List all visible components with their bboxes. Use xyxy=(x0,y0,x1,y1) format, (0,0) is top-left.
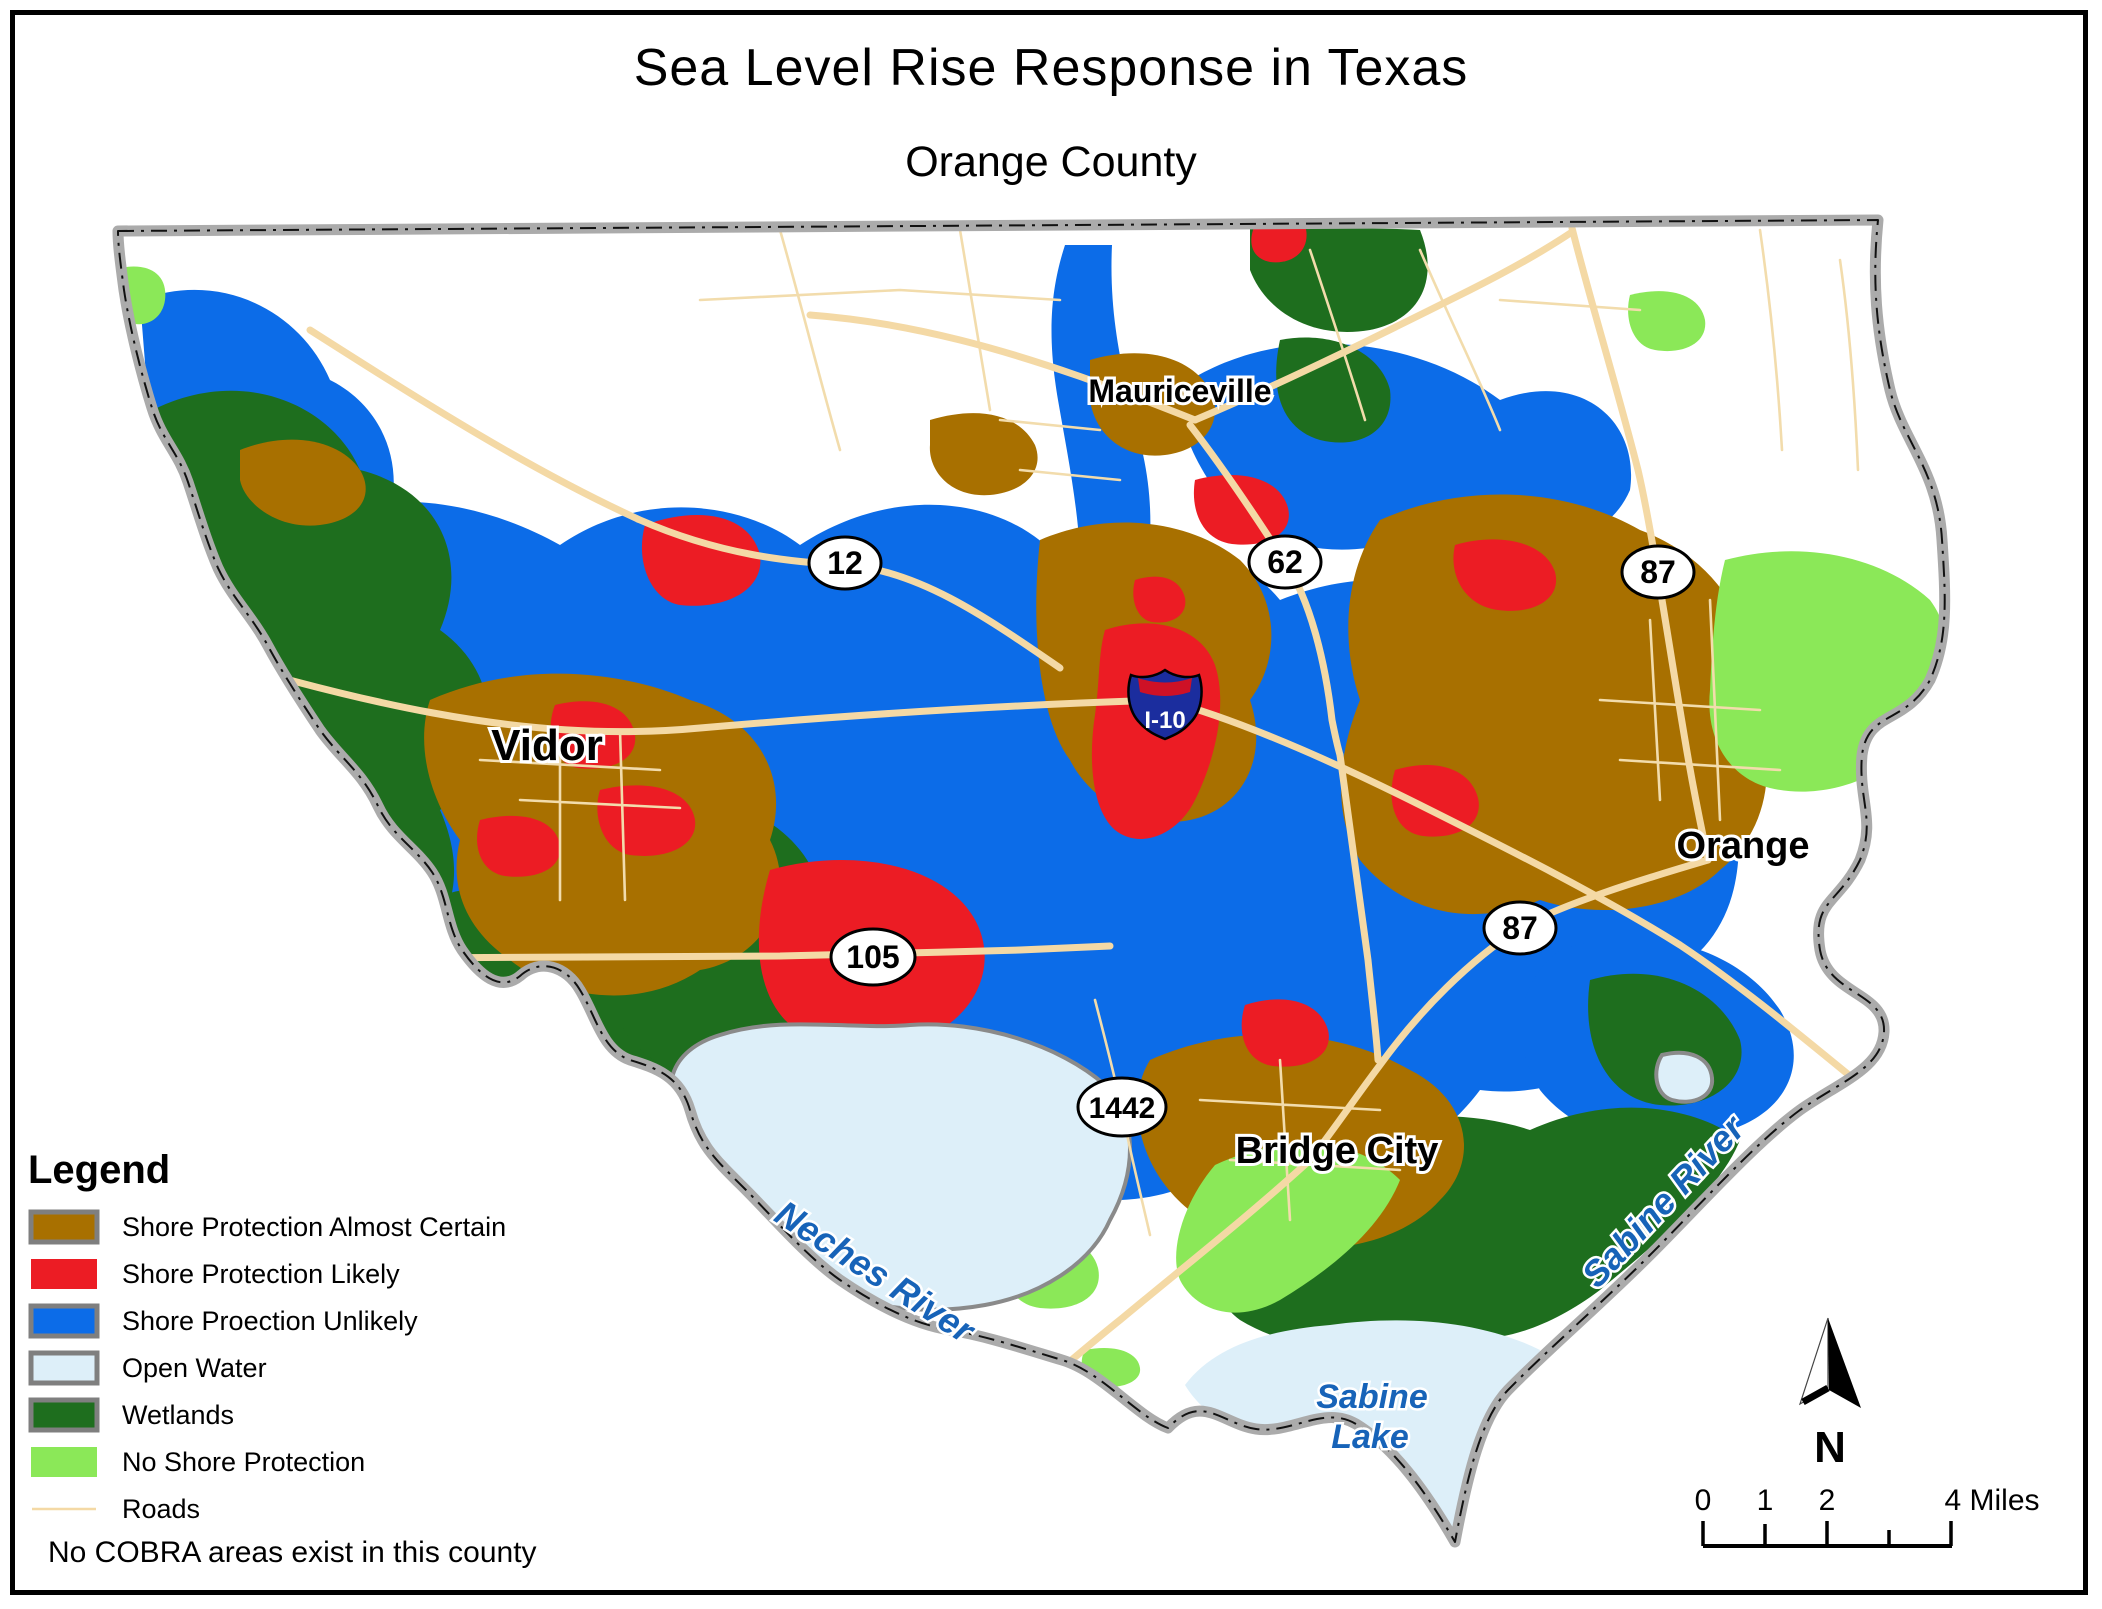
city-label-bridge-city: Bridge City xyxy=(1236,1130,1439,1172)
scale-tick-0: 0 xyxy=(1695,1484,1712,1517)
city-label-mauriceville: Mauriceville xyxy=(1088,373,1271,409)
county-boundary xyxy=(112,214,1951,1548)
legend-swatch-open-water-icon xyxy=(28,1350,100,1386)
legend-swatch-likely-icon xyxy=(31,1259,97,1289)
legend-item-roads: Roads xyxy=(28,1491,568,1527)
svg-text:87: 87 xyxy=(1502,910,1538,946)
lake-label-sabine-line1: Sabine xyxy=(1316,1378,1427,1416)
legend-label: No Shore Protection xyxy=(122,1446,366,1477)
scale-bar: 0 1 2 4 Miles xyxy=(1695,1484,2040,1548)
legend-label: Open Water xyxy=(122,1352,267,1383)
cobra-note: No COBRA areas exist in this county xyxy=(48,1536,537,1569)
legend-item-shore-protection-likely: Shore Protection Likely xyxy=(28,1256,568,1292)
scale-tick-4-miles: 4 Miles xyxy=(1944,1484,2039,1517)
legend-item-wetlands: Wetlands xyxy=(28,1397,568,1433)
legend-swatch-no-shore-protection-icon xyxy=(31,1447,97,1477)
svg-text:12: 12 xyxy=(827,545,863,581)
legend-item-no-shore-protection: No Shore Protection xyxy=(28,1444,568,1480)
route-shield-12: 12 xyxy=(807,535,883,591)
legend-swatch-unlikely-icon xyxy=(28,1303,100,1339)
map-title: Sea Level Rise Response in Texas xyxy=(633,39,1469,97)
city-label-vidor: Vidor xyxy=(491,721,603,770)
legend-label: Roads xyxy=(122,1493,201,1524)
route-shield-62: 62 xyxy=(1247,534,1323,590)
svg-text:105: 105 xyxy=(846,939,899,975)
map-subtitle: Orange County xyxy=(905,138,1197,186)
svg-text:87: 87 xyxy=(1640,554,1676,590)
legend-swatch-roads-icon xyxy=(32,1507,96,1511)
legend-swatch-almost-certain-icon xyxy=(28,1209,100,1245)
scale-tick-1: 1 xyxy=(1757,1484,1774,1517)
svg-text:1442: 1442 xyxy=(1089,1092,1156,1125)
city-label-orange: Orange xyxy=(1676,825,1809,867)
legend-item-shore-protection-almost-certain: Shore Protection Almost Certain xyxy=(28,1209,568,1245)
legend-label: Shore Protection Almost Certain xyxy=(122,1211,507,1242)
interstate-shield-i10: I-10 xyxy=(1127,668,1203,741)
route-shield-105: 105 xyxy=(829,927,917,987)
legend-item-shore-protection-unlikely: Shore Proection Unlikely xyxy=(28,1303,568,1339)
north-arrow-icon: N xyxy=(1798,1317,1861,1472)
legend-label: Shore Protection Likely xyxy=(122,1258,400,1289)
route-shield-87-north: 87 xyxy=(1620,544,1696,600)
scale-tick-2: 2 xyxy=(1819,1484,1836,1517)
route-shield-1442: 1442 xyxy=(1076,1076,1168,1138)
legend-label: Shore Proection Unlikely xyxy=(122,1305,418,1336)
lake-label-sabine-line2: Lake xyxy=(1331,1418,1409,1456)
legend: Legend Shore Protection Almost Certain S… xyxy=(28,1148,568,1538)
svg-text:I-10: I-10 xyxy=(1144,707,1185,734)
svg-text:62: 62 xyxy=(1267,544,1303,580)
legend-label: Wetlands xyxy=(122,1399,235,1430)
route-shield-87-south: 87 xyxy=(1482,900,1558,956)
north-label: N xyxy=(1814,1423,1846,1472)
legend-item-open-water: Open Water xyxy=(28,1350,568,1386)
legend-swatch-wetlands-icon xyxy=(28,1397,100,1433)
legend-heading: Legend xyxy=(28,1148,171,1192)
